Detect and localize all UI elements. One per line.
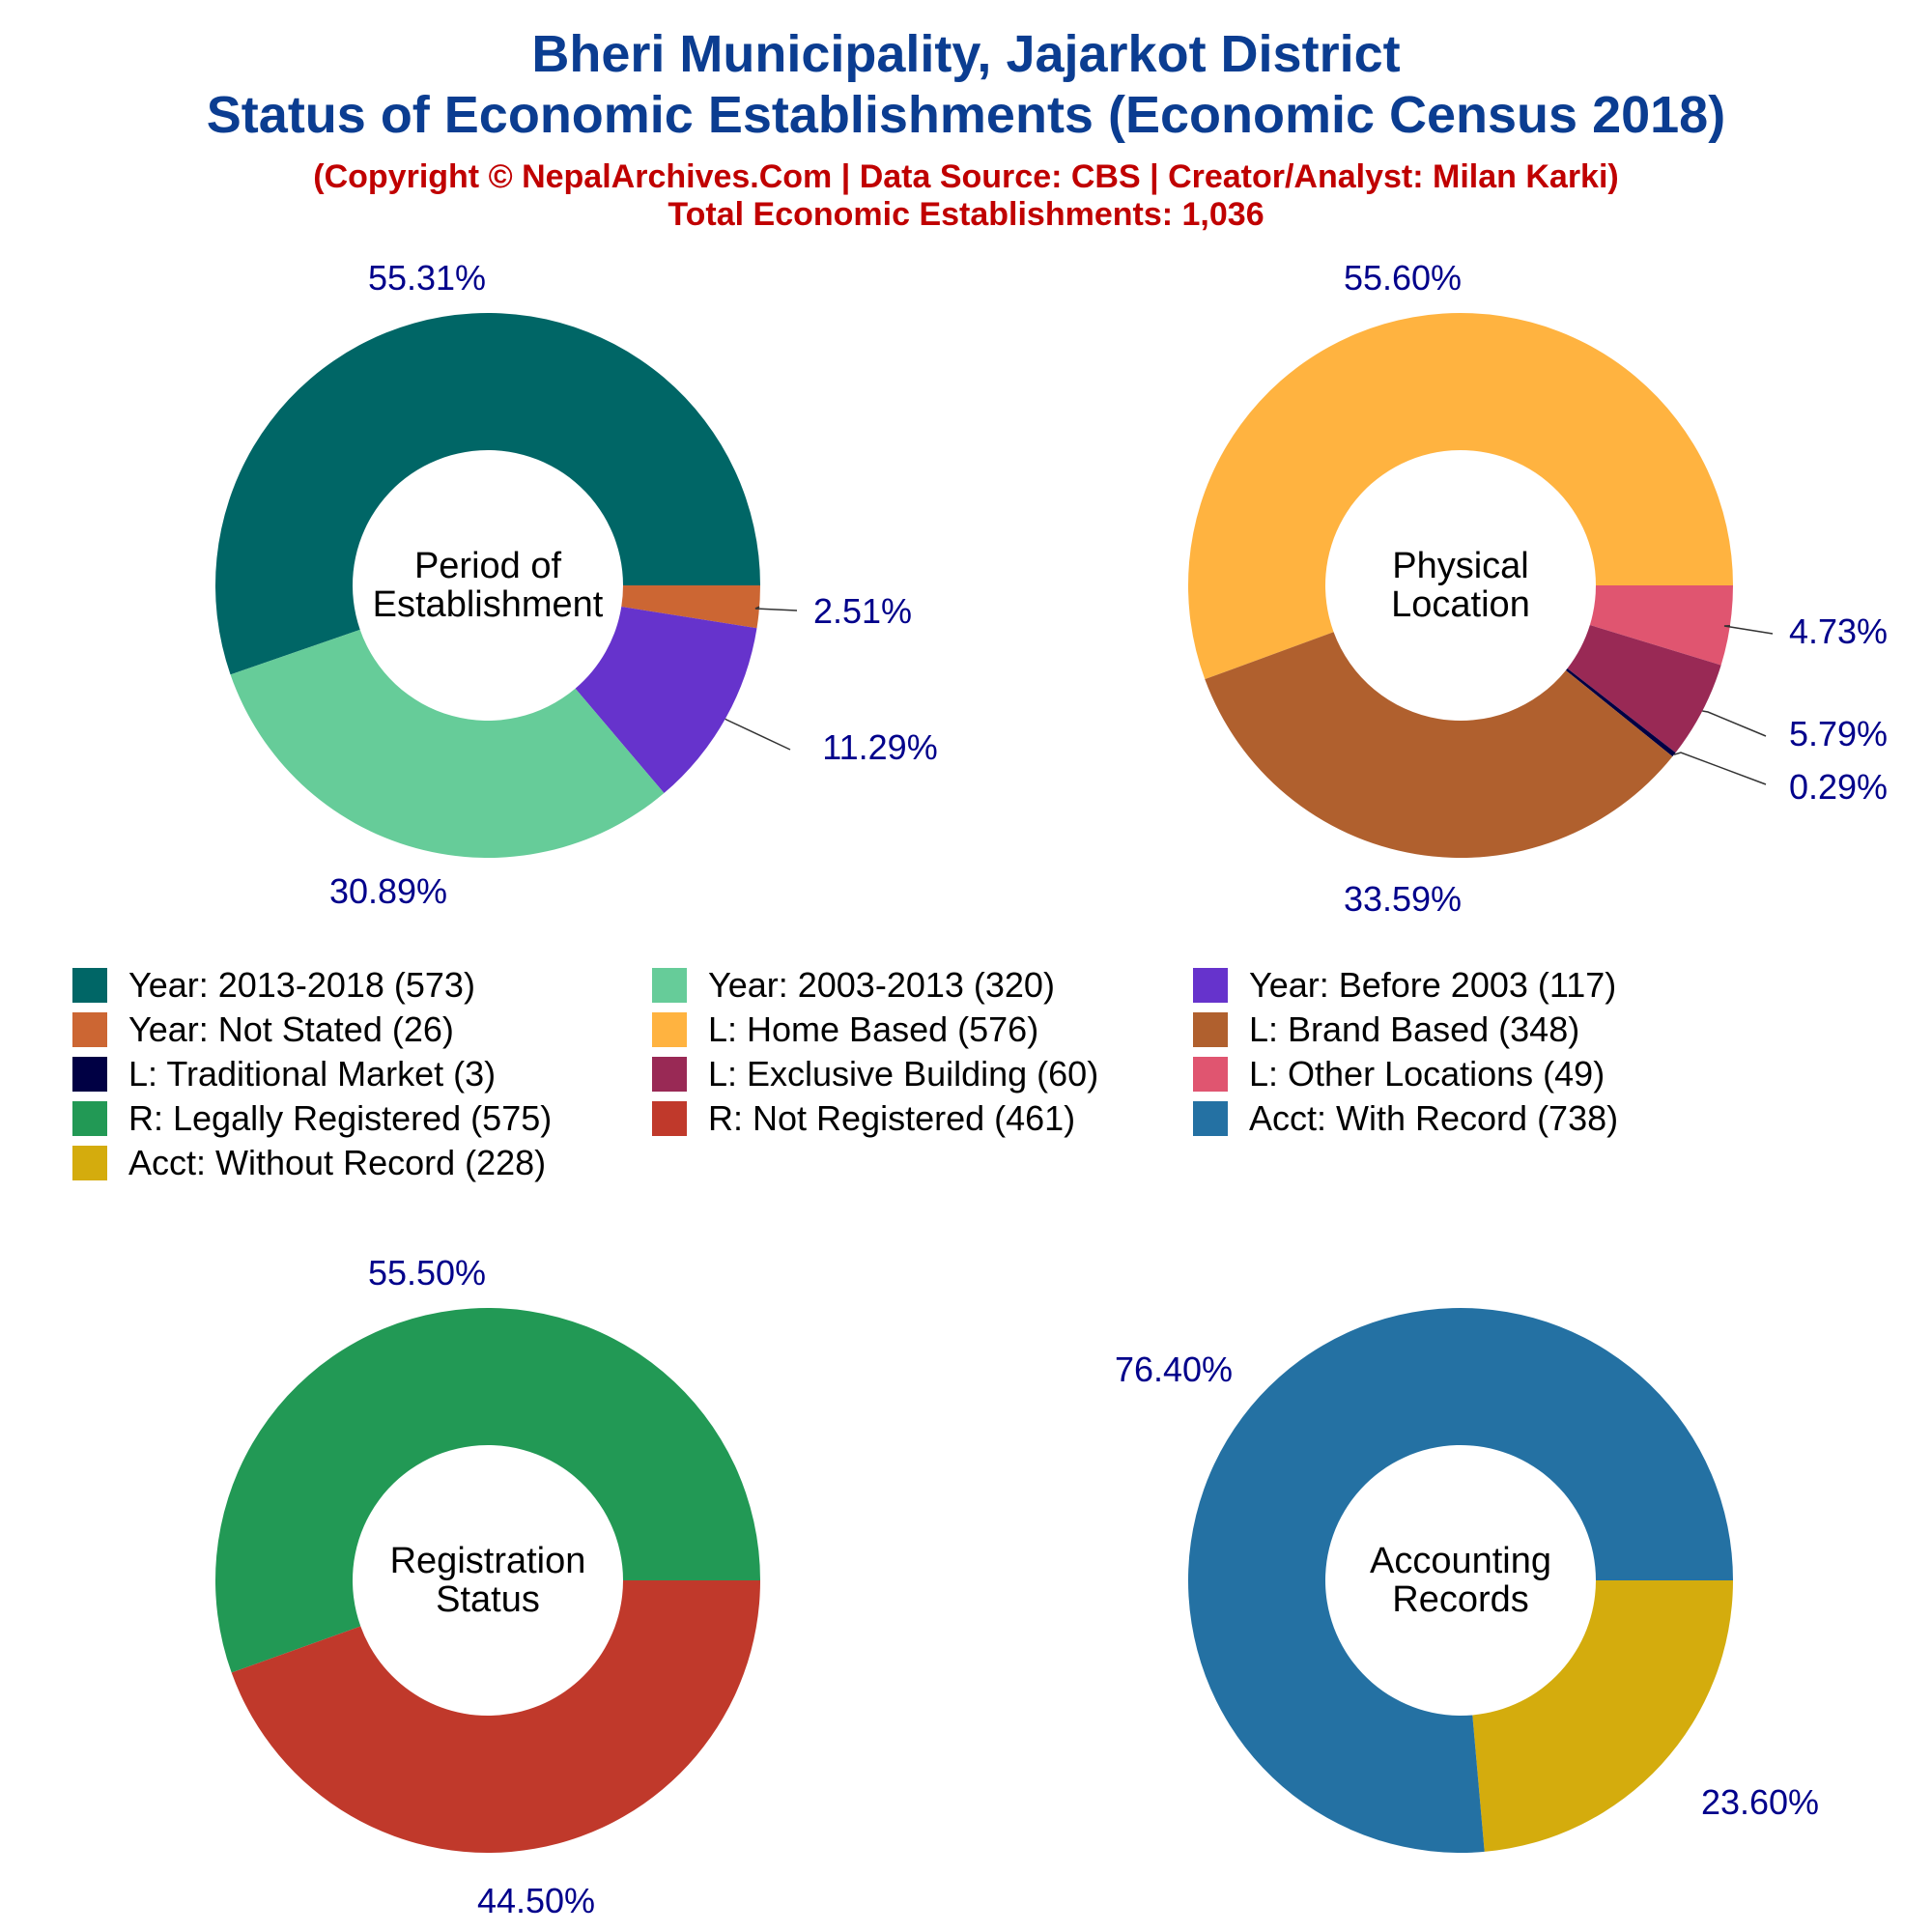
leader-line	[724, 718, 791, 751]
legend-label: L: Exclusive Building (60)	[708, 1054, 1099, 1094]
slice-pct-label: 55.60%	[1344, 258, 1462, 298]
slice-r-legally-registered	[215, 1308, 760, 1673]
donut-chart-2: 55.60% 4.73% 5.79% 0.29% 33.59% PhysicalLocat…	[1187, 258, 1888, 919]
legend-label: Acct: With Record (738)	[1249, 1098, 1619, 1138]
chart-title-line1: Bheri Municipality, Jajarkot District	[531, 25, 1401, 83]
slice-acct-with-record	[1187, 1308, 1733, 1853]
legend-swatch	[652, 1012, 687, 1047]
slice-year-2013-2018	[214, 312, 760, 675]
slice-l-brand-based	[1205, 632, 1673, 859]
legend-label: L: Traditional Market (3)	[128, 1054, 497, 1094]
legend-label: Year: 2003-2013 (320)	[708, 965, 1055, 1005]
legend-item: L: Home Based (576)	[652, 1009, 1038, 1051]
center-label: Physical	[1392, 546, 1529, 586]
slice-acct-without-record	[1472, 1580, 1733, 1852]
legend-swatch	[72, 1057, 107, 1092]
slice-l-traditional-market	[1565, 668, 1676, 757]
legend-swatch	[652, 1057, 687, 1092]
slice-year-before-2003	[575, 606, 757, 794]
slice-pct-label: 30.89%	[329, 871, 447, 911]
legend-item: L: Exclusive Building (60)	[652, 1053, 1098, 1095]
chart-subtitle-total: Total Economic Establishments: 1,036	[668, 196, 1264, 233]
slice-pct-label: 11.29%	[822, 727, 937, 767]
legend-item: Year: Before 2003 (117)	[1193, 964, 1616, 1007]
slice-pct-label: 44.50%	[477, 1881, 595, 1920]
slice-pct-label: 0.29%	[1789, 767, 1888, 807]
legend-label: Year: Not Stated (26)	[128, 1009, 454, 1049]
chart-title-line2: Status of Economic Establishments (Econo…	[206, 86, 1726, 144]
legend-label: Acct: Without Record (228)	[128, 1143, 547, 1182]
legend-swatch	[652, 968, 687, 1003]
slice-pct-label: 2.51%	[813, 591, 912, 631]
legend-swatch	[1193, 1012, 1228, 1047]
leader-line	[1723, 624, 1774, 635]
legend-swatch	[72, 1012, 107, 1047]
leader-line	[1702, 710, 1767, 737]
legend-swatch	[1193, 1101, 1228, 1136]
legend-swatch	[72, 968, 107, 1003]
center-label: Registration	[390, 1541, 586, 1581]
slice-l-home-based	[1187, 313, 1733, 680]
slice-pct-label: 23.60%	[1701, 1782, 1819, 1822]
legend-item: L: Brand Based (348)	[1193, 1009, 1579, 1051]
leader-line	[754, 606, 798, 611]
slice-year-not-stated	[621, 585, 760, 629]
donut-chart-1: 55.31% 2.51% 11.29% 30.89% Period ofEstablis…	[214, 258, 938, 911]
center-label: Accounting	[1370, 1541, 1551, 1581]
center-label: Records	[1392, 1579, 1529, 1620]
legend-item: R: Not Registered (461)	[652, 1097, 1075, 1140]
legend-item: Year: 2003-2013 (320)	[652, 964, 1055, 1007]
legend-label: L: Other Locations (49)	[1249, 1054, 1605, 1094]
legend-item: L: Traditional Market (3)	[72, 1053, 496, 1095]
slice-l-exclusive-building	[1567, 624, 1721, 753]
legend-swatch	[72, 1101, 107, 1136]
center-label: Status	[436, 1579, 540, 1620]
slice-pct-label: 55.31%	[368, 258, 486, 298]
legend-label: Year: Before 2003 (117)	[1249, 965, 1617, 1005]
slice-pct-label: 5.79%	[1789, 714, 1888, 753]
legend-swatch	[1193, 968, 1228, 1003]
slice-l-other-locations	[1589, 585, 1734, 666]
legend-label: L: Brand Based (348)	[1249, 1009, 1580, 1049]
legend-swatch	[72, 1146, 107, 1180]
legend-item: R: Legally Registered (575)	[72, 1097, 552, 1140]
legend-item: L: Other Locations (49)	[1193, 1053, 1605, 1095]
legend-label: L: Home Based (576)	[708, 1009, 1039, 1049]
legend-label: R: Not Registered (461)	[708, 1098, 1076, 1138]
chart-subtitle-copyright: (Copyright © NepalArchives.Com | Data So…	[313, 158, 1619, 195]
slice-pct-label: 55.50%	[368, 1253, 486, 1293]
slice-r-not-registered	[231, 1580, 760, 1853]
slice-year-2003-2013	[230, 629, 665, 858]
center-label: Location	[1391, 584, 1530, 625]
slice-pct-label: 76.40%	[1115, 1350, 1233, 1389]
slice-pct-label: 33.59%	[1344, 879, 1462, 919]
center-label: Period of	[414, 546, 562, 586]
center-label: Establishment	[373, 584, 604, 625]
legend-item: Acct: Without Record (228)	[72, 1142, 546, 1184]
legend-label: Year: 2013-2018 (573)	[128, 965, 475, 1005]
legend-swatch	[1193, 1057, 1228, 1092]
legend-swatch	[652, 1101, 687, 1136]
legend-item: Acct: With Record (738)	[1193, 1097, 1618, 1140]
legend-label: R: Legally Registered (575)	[128, 1098, 553, 1138]
legend-item: Year: 2013-2018 (573)	[72, 964, 475, 1007]
legend-item: Year: Not Stated (26)	[72, 1009, 454, 1051]
leader-line	[1673, 752, 1767, 785]
slice-pct-label: 4.73%	[1789, 611, 1888, 651]
